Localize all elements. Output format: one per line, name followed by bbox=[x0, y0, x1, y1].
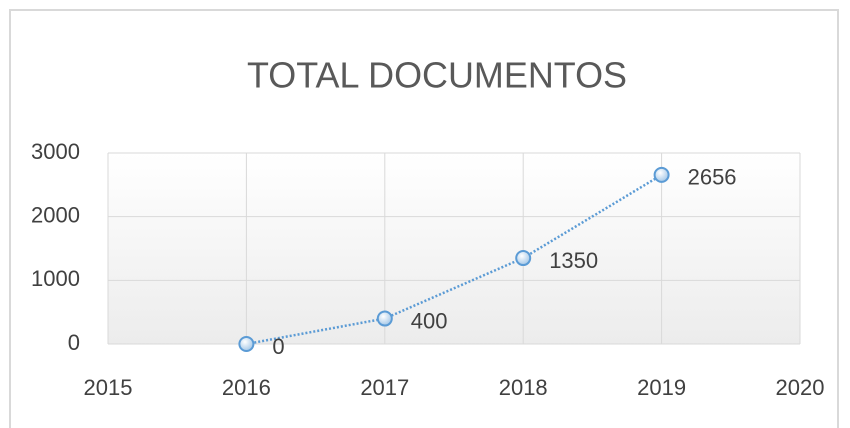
series-line bbox=[246, 173, 663, 346]
data-label: 400 bbox=[411, 308, 448, 333]
y-tick-label: 2000 bbox=[31, 202, 80, 227]
data-point bbox=[376, 310, 393, 327]
chart-title: TOTAL DOCUMENTOS bbox=[247, 55, 627, 96]
x-tick-label: 2016 bbox=[222, 375, 271, 400]
data-label: 2656 bbox=[688, 165, 737, 190]
data-point bbox=[653, 166, 670, 183]
y-tick-label: 3000 bbox=[31, 139, 80, 164]
x-tick-label: 2018 bbox=[499, 375, 548, 400]
x-tick-label: 2020 bbox=[776, 375, 825, 400]
data-point bbox=[515, 250, 532, 267]
x-tick-label: 2015 bbox=[84, 375, 133, 400]
y-tick-label: 0 bbox=[68, 330, 80, 355]
x-tick-label: 2017 bbox=[360, 375, 409, 400]
plot-background bbox=[108, 153, 800, 344]
y-tick-label: 1000 bbox=[31, 266, 80, 291]
x-tick-label: 2019 bbox=[637, 375, 686, 400]
data-label: 1350 bbox=[549, 248, 598, 273]
data-point bbox=[238, 336, 255, 352]
data-label: 0 bbox=[272, 334, 284, 359]
